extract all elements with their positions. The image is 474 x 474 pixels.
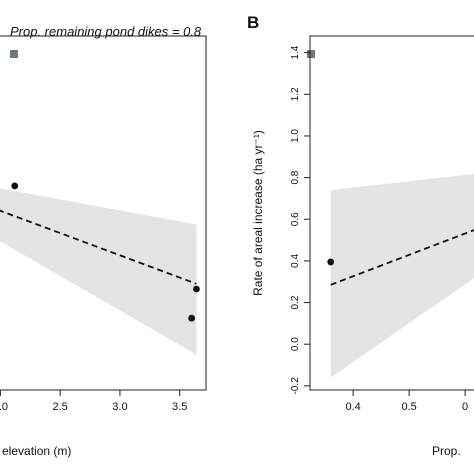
y-tick-label: 0.0 — [290, 337, 301, 351]
model-annotation: Prop. remaining pond dikes = 0.8 — [10, 24, 202, 39]
plot-frame — [309, 35, 474, 391]
y-tick-label: 0.4 — [290, 254, 301, 268]
plot-frame — [0, 35, 207, 391]
data-point — [11, 182, 19, 190]
x-tick-label: 0.4 — [345, 401, 360, 413]
x-axis-label: elevation (m) — [2, 444, 71, 458]
data-point — [327, 258, 335, 266]
data-point — [193, 285, 200, 293]
x-axis-label: Prop. — [432, 444, 461, 458]
y-tick-label: 0.8 — [290, 170, 301, 184]
y-axis-label: Rate of areal increase (ha yr⁻¹) — [251, 130, 265, 296]
data-points — [11, 182, 200, 322]
x-tick-label: 0 — [462, 401, 468, 413]
panel-label: B — [247, 13, 259, 32]
x-tick-label: 2.5 — [53, 401, 68, 413]
y-tick-label: 1.4 — [290, 45, 301, 59]
y-tick-label: -0.2 — [290, 377, 301, 395]
x-tick-label: 3.5 — [172, 401, 187, 413]
panel-b: 0.4 0.5 0 -0.2 0.0 0.2 0.4 0.6 0.8 1.0 1.2 1.4 Pro… — [247, 13, 474, 458]
x-tick-label: 0.5 — [401, 401, 416, 413]
confidence-band — [0, 188, 197, 355]
y-tick-label: 1.2 — [290, 87, 301, 101]
x-axis: 0.4 0.5 0 — [345, 390, 468, 413]
x-tick-label: 3.0 — [112, 401, 127, 413]
y-axis: -0.2 0.0 0.2 0.4 0.6 0.8 1.0 1.2 1.4 — [290, 45, 310, 394]
fit-line — [0, 209, 197, 285]
x-axis: 2.0 2.5 3.0 3.5 — [0, 390, 187, 413]
panel-a: Prop. remaining pond dikes = 0.8 2.0 2.5 3… — [0, 24, 207, 458]
fit-line — [330, 229, 474, 286]
legend-marker — [10, 50, 18, 58]
data-points — [327, 258, 335, 266]
y-tick-label: 0.6 — [290, 212, 301, 226]
x-tick-label: 2.0 — [0, 401, 8, 413]
data-point — [188, 314, 196, 322]
y-tick-label: 0.2 — [290, 295, 301, 309]
y-tick-label: 1.0 — [290, 129, 301, 143]
confidence-band — [330, 173, 474, 378]
legend-marker — [307, 50, 315, 58]
